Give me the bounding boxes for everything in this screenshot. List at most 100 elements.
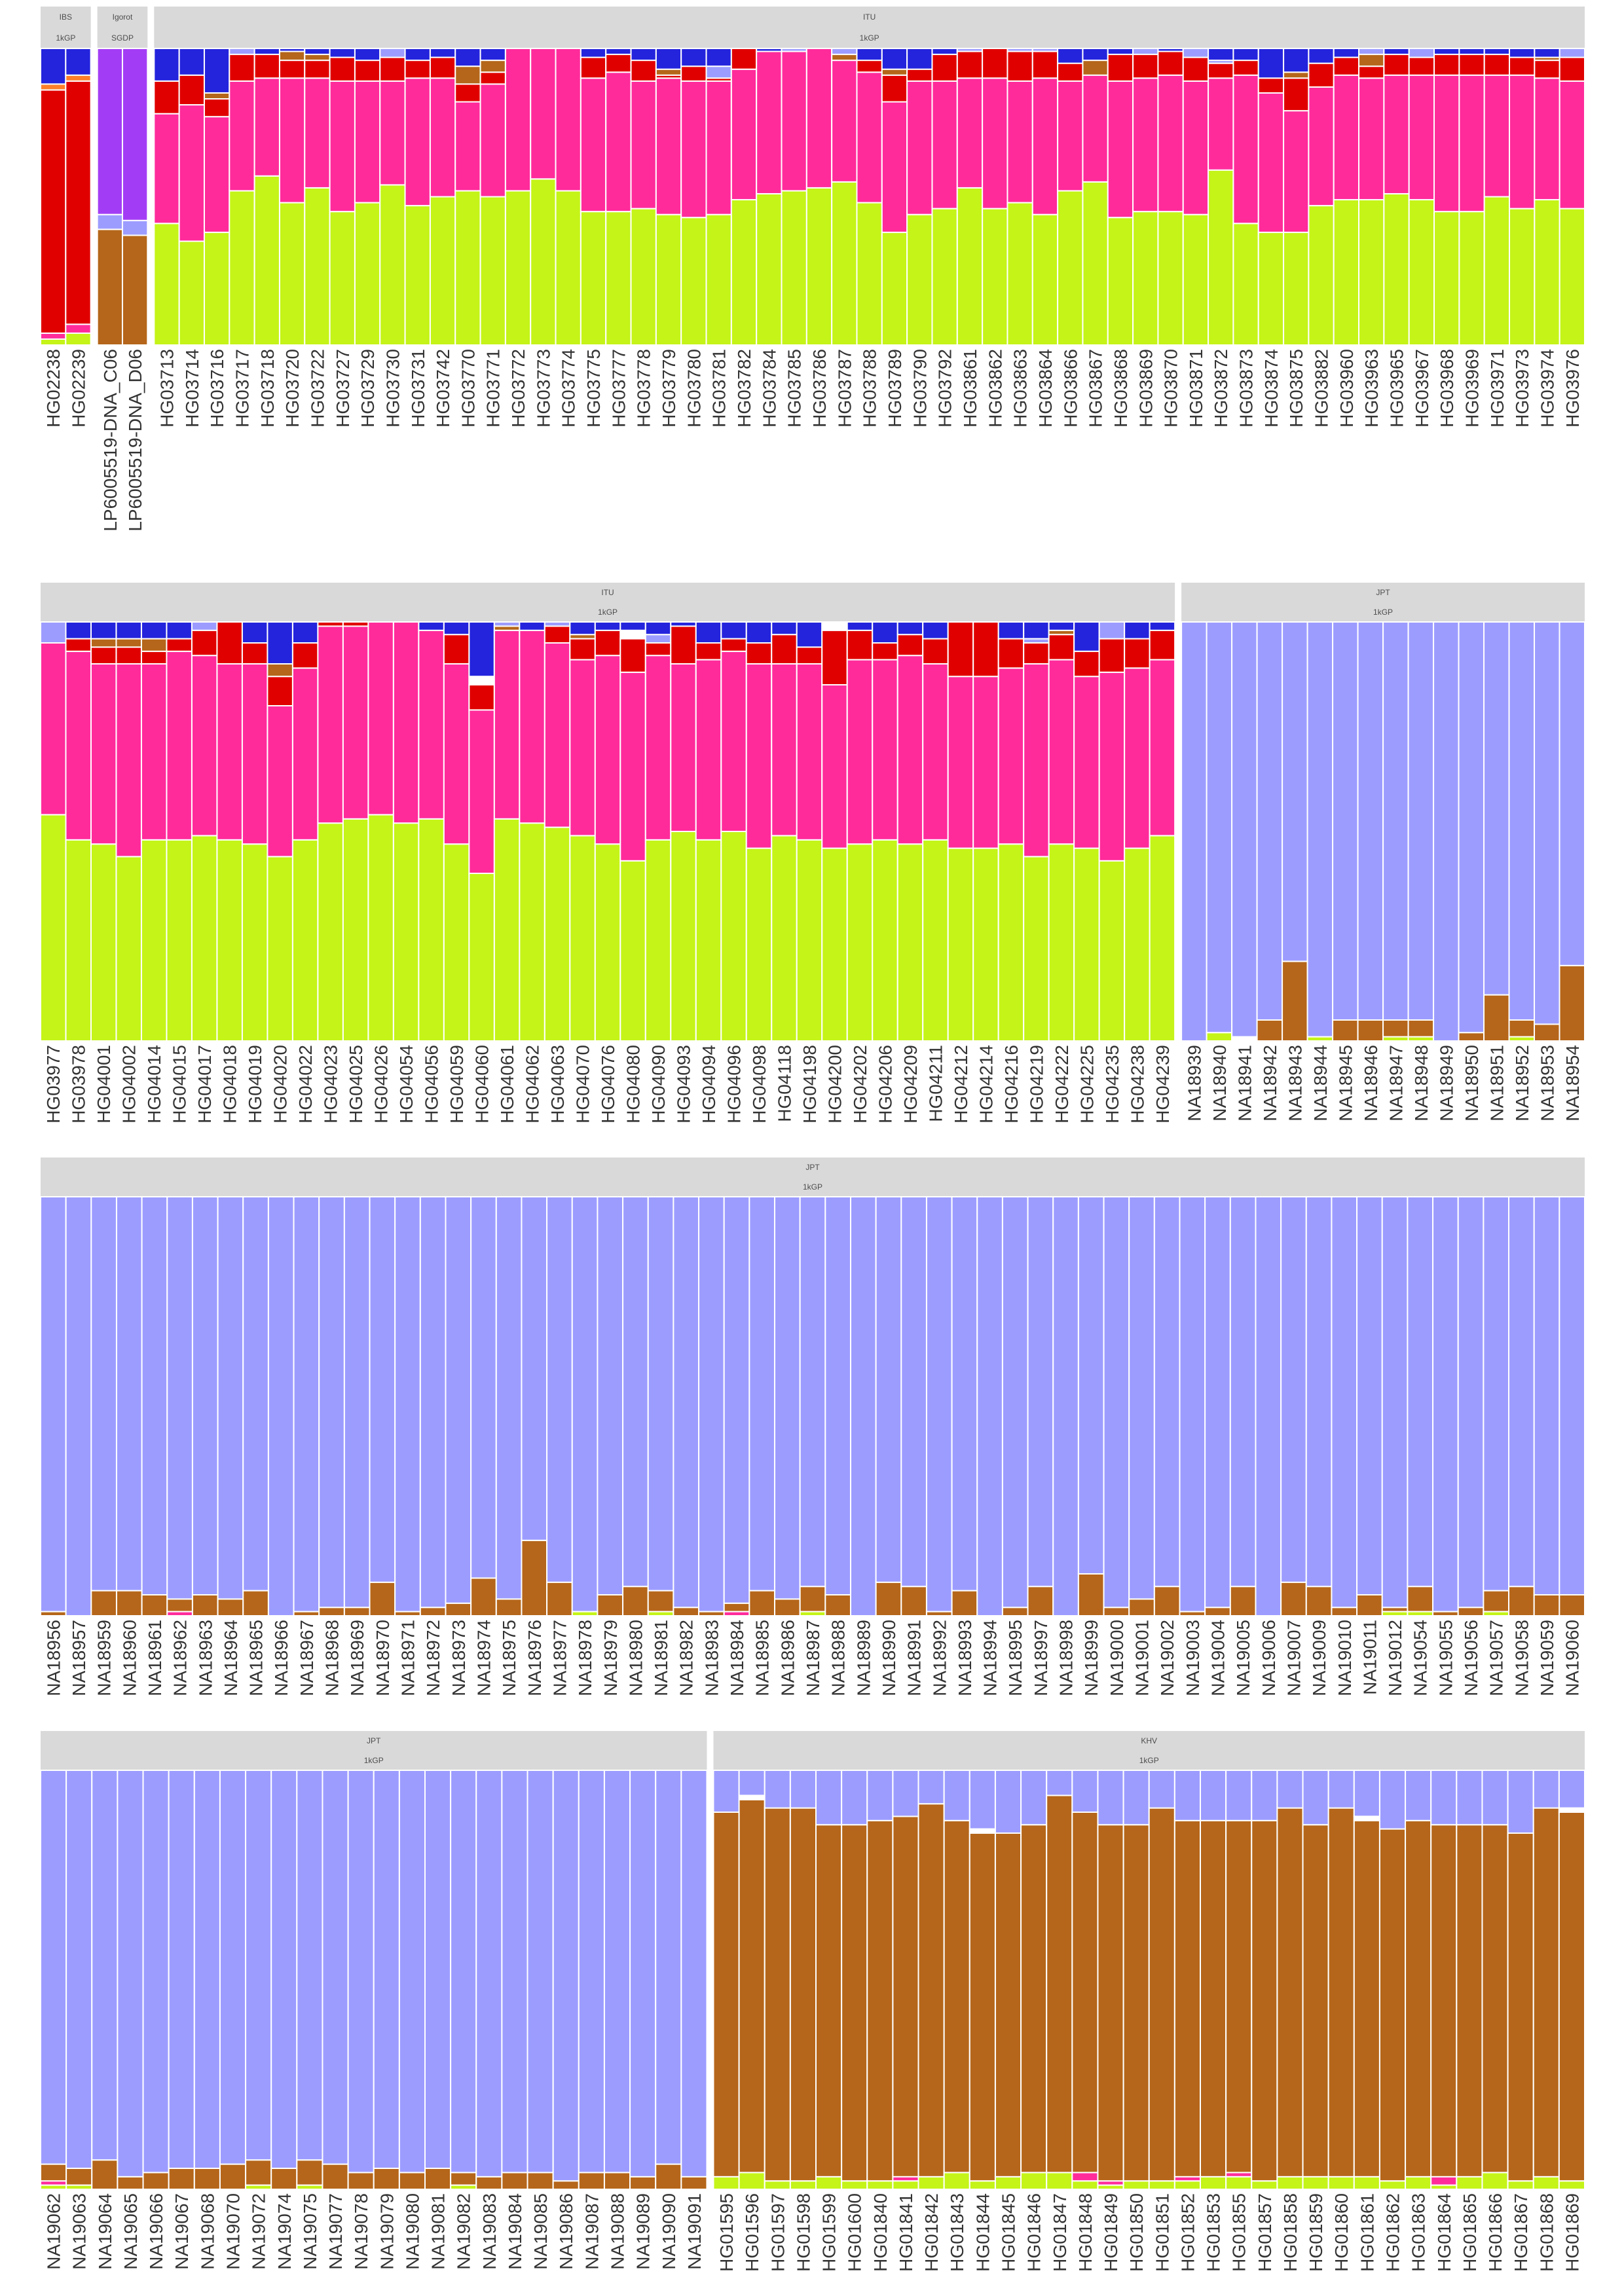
bar-NA19088 xyxy=(603,1770,631,2190)
bar-segment-c9 xyxy=(619,629,646,640)
tick-label: HG04118 xyxy=(775,1045,795,1122)
tick-label: HG01841 xyxy=(896,2193,916,2272)
tick-label: NA18992 xyxy=(929,1620,950,1696)
bar-segment-c3 xyxy=(354,60,381,82)
bar-NA18944 xyxy=(1306,621,1334,1042)
bar-NA18995 xyxy=(1001,1196,1029,1616)
bar-NA18992 xyxy=(925,1196,953,1617)
bar-segment-c1 xyxy=(922,839,949,1042)
tick-label: HG04096 xyxy=(724,1045,745,1123)
bar-segment-c3 xyxy=(65,638,92,652)
bar-segment-c4 xyxy=(1280,1581,1307,1617)
bar-HG03971 xyxy=(1483,48,1511,346)
bar-HG01853 xyxy=(1200,1770,1227,2191)
bar-HG04090 xyxy=(644,621,672,1042)
panel-p6: JPT 1kGP NA18956 NA18957 NA18959 NA18960 NA189… xyxy=(40,1157,1585,1696)
bar-HG01862 xyxy=(1378,1770,1407,2190)
tick-label: HG04076 xyxy=(598,1045,618,1123)
bar-HG04062 xyxy=(519,621,545,1042)
bar-HG04198 xyxy=(796,621,823,1042)
bar-segment-c1 xyxy=(1057,190,1084,346)
tick-label: HG01845 xyxy=(999,2193,1019,2272)
bar-NA18985 xyxy=(748,1196,776,1617)
bar-NA19001 xyxy=(1128,1196,1155,1616)
tick-label: NA19085 xyxy=(530,2193,551,2270)
bar-segment-c4 xyxy=(738,1798,766,2174)
tick-label: HG04062 xyxy=(523,1045,543,1123)
bar-segment-c6 xyxy=(419,1196,447,1609)
tick-label: NA19072 xyxy=(249,2193,269,2270)
bar-segment-c3 xyxy=(896,634,924,657)
bar-segment-c6 xyxy=(343,1196,371,1609)
bar-segment-c6 xyxy=(723,1196,750,1604)
bar-segment-c2 xyxy=(605,71,632,213)
bar-segment-c5 xyxy=(1073,621,1100,652)
bar-HG04026 xyxy=(367,621,394,1042)
tick-label: NA19006 xyxy=(1259,1620,1279,1696)
bar-segment-c6 xyxy=(40,621,67,644)
bar-segment-c2 xyxy=(695,659,722,841)
bar-segment-c2 xyxy=(404,77,431,207)
tick-label: HG03772 xyxy=(508,349,528,428)
tick-label: NA19070 xyxy=(223,2193,244,2270)
bar-segment-c2 xyxy=(831,60,858,183)
bar-segment-c2 xyxy=(379,80,406,186)
tick-label: HG03786 xyxy=(809,349,830,428)
bar-segment-c4 xyxy=(40,2163,67,2182)
bar-segment-c6 xyxy=(1204,1196,1231,1609)
bar-segment-c4 xyxy=(1353,1819,1380,2178)
bar-HG03729 xyxy=(354,48,381,346)
tick-label: HG01846 xyxy=(1024,2193,1044,2272)
bar-segment-c9 xyxy=(821,621,848,631)
bar-segment-c1 xyxy=(1107,217,1134,346)
bar-segment-c4 xyxy=(1332,1019,1359,1042)
bar-segment-c1 xyxy=(1559,208,1585,346)
bar-segment-c4 xyxy=(140,638,168,652)
bar-HG03770 xyxy=(454,48,481,346)
bar-segment-c6 xyxy=(293,1196,320,1613)
tick-label: NA18966 xyxy=(271,1620,291,1696)
bar-HG03771 xyxy=(479,48,506,346)
tick-label: NA18997 xyxy=(1031,1620,1051,1696)
bar-segment-c3 xyxy=(203,98,231,118)
bar-segment-c5 xyxy=(267,621,293,665)
tick-label: HG03963 xyxy=(1361,349,1382,428)
bar-segment-c6 xyxy=(1481,1770,1509,1826)
bar-segment-c3 xyxy=(140,650,168,665)
bar-segment-c4 xyxy=(647,1590,674,1613)
bar-NA19091 xyxy=(680,1770,708,2191)
bar-segment-c2 xyxy=(519,629,545,824)
bar-HG04019 xyxy=(241,621,268,1042)
tick-label: HG01859 xyxy=(1306,2193,1326,2272)
bar-segment-c1 xyxy=(1509,208,1536,346)
bar-segment-c5 xyxy=(569,621,596,636)
tick-label: NA18968 xyxy=(322,1620,342,1696)
bar-segment-c4 xyxy=(296,2159,323,2186)
bar-segment-c4 xyxy=(96,228,123,346)
bar-segment-c2 xyxy=(1559,80,1585,210)
bar-NA18945 xyxy=(1332,621,1359,1042)
bar-HG01866 xyxy=(1481,1770,1509,2190)
bar-HG01599 xyxy=(815,1770,843,2191)
bar-segment-c6 xyxy=(738,1770,766,1796)
tick-label: HG03778 xyxy=(634,349,654,428)
bar-segment-c6 xyxy=(544,621,571,627)
bar-segment-c4 xyxy=(546,1581,573,1617)
bar-segment-c6 xyxy=(622,1196,649,1588)
bar-segment-c4 xyxy=(1508,1586,1535,1616)
bar-segment-c5 xyxy=(404,48,431,62)
bar-segment-c2 xyxy=(1006,80,1033,204)
tick-label: NA18945 xyxy=(1335,1045,1356,1121)
bar-segment-c1 xyxy=(821,847,848,1042)
tick-label: NA18954 xyxy=(1562,1045,1583,1121)
bar-segment-c2 xyxy=(1283,110,1310,233)
tick-label: NA19086 xyxy=(556,2193,576,2270)
bar-segment-c6 xyxy=(781,48,807,52)
bar-HG03777 xyxy=(605,48,632,346)
bar-segment-c5 xyxy=(454,48,481,67)
bar-HG04015 xyxy=(166,621,193,1042)
tick-label: NA19001 xyxy=(1132,1620,1153,1696)
bar-segment-c3 xyxy=(1383,54,1410,76)
bar-segment-c6 xyxy=(712,1770,740,1813)
bar-segment-c1 xyxy=(40,338,67,346)
